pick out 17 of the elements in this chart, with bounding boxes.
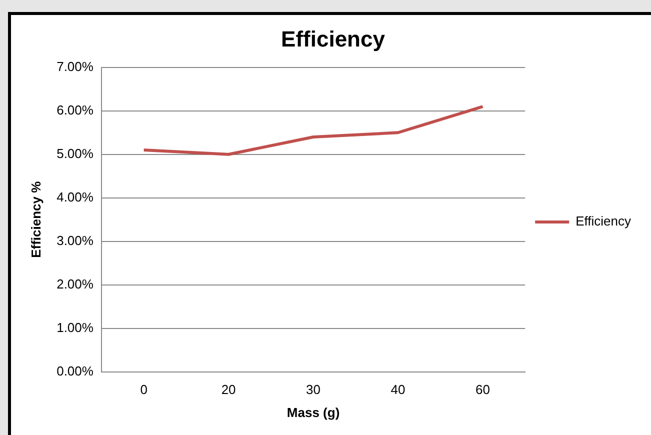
y-tick-label: 1.00% — [56, 320, 94, 335]
x-tick-label: 0 — [140, 382, 148, 398]
y-axis-title: Efficiency % — [28, 180, 44, 258]
x-tick-label: 30 — [306, 382, 321, 398]
x-tick-label: 60 — [476, 382, 490, 398]
legend-label: Efficiency — [576, 214, 632, 229]
y-tick-label: 0.00% — [56, 363, 94, 378]
y-tick-label: 3.00% — [56, 232, 94, 248]
y-tick-label: 2.00% — [56, 276, 94, 292]
y-tick-label: 5.00% — [56, 146, 94, 161]
y-tick-label: 6.00% — [56, 102, 94, 118]
y-tick-label: 7.00% — [56, 58, 94, 74]
x-tick-label: 40 — [390, 382, 406, 398]
x-tick-label: 20 — [221, 382, 236, 398]
y-tick-label: 4.00% — [56, 189, 94, 204]
x-axis-title: Mass (g) — [286, 404, 340, 420]
chart-title: Efficiency — [281, 26, 386, 52]
